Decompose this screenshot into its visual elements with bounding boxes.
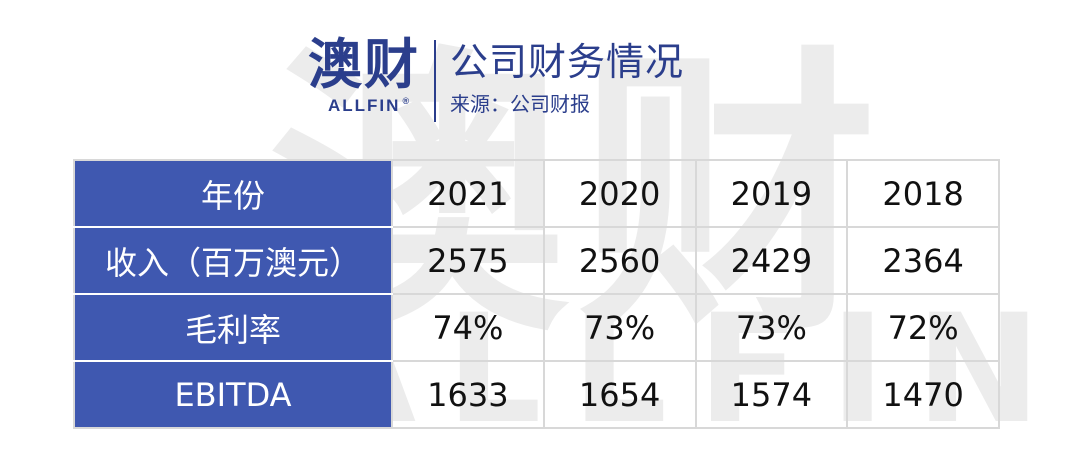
table-cell: 1470 xyxy=(846,360,1000,429)
table-cell: 1574 xyxy=(694,360,849,429)
logo-en-text: ALLFIN xyxy=(328,96,401,115)
row-label: 年份 xyxy=(73,159,393,228)
row-label: EBITDA xyxy=(73,360,393,429)
table-cell: 2364 xyxy=(846,226,1000,295)
table-cell: 2429 xyxy=(694,226,849,295)
page-title: 公司财务情况 xyxy=(450,40,685,84)
table-cell: 72% xyxy=(846,293,1000,362)
table-cell: 74% xyxy=(391,293,545,362)
header: 澳财 ALLFIN ® 公司财务情况 来源：公司财报 xyxy=(308,36,684,124)
source-note: 来源：公司财报 xyxy=(450,92,590,116)
row-label: 毛利率 xyxy=(73,293,393,362)
header-divider xyxy=(434,40,436,122)
logo-en: ALLFIN ® xyxy=(328,96,411,116)
financial-table: 年份 2021 2020 2019 2018 收入（百万澳元） 2575 256… xyxy=(73,159,1000,429)
table-cell: 1633 xyxy=(391,360,545,429)
table-cell: 2560 xyxy=(542,226,697,295)
table-cell: 1654 xyxy=(542,360,697,429)
table-cell: 73% xyxy=(542,293,697,362)
year-cell: 2020 xyxy=(542,159,697,228)
table-header-row: 年份 2021 2020 2019 2018 xyxy=(73,159,1000,228)
header-titles: 公司财务情况 来源：公司财报 xyxy=(450,36,684,118)
table-cell: 73% xyxy=(694,293,849,362)
table-row-ebitda: EBITDA 1633 1654 1574 1470 xyxy=(73,360,1000,429)
year-cell: 2018 xyxy=(846,159,1000,228)
year-cell: 2021 xyxy=(391,159,545,228)
row-label: 收入（百万澳元） xyxy=(73,226,393,295)
registered-mark: ® xyxy=(402,96,412,106)
table-row-gross-margin: 毛利率 74% 73% 73% 72% xyxy=(73,293,1000,362)
table-cell: 2575 xyxy=(391,226,545,295)
table-row-revenue: 收入（百万澳元） 2575 2560 2429 2364 xyxy=(73,226,1000,295)
year-cell: 2019 xyxy=(694,159,849,228)
logo: 澳财 ALLFIN ® xyxy=(308,36,420,116)
logo-cn: 澳财 xyxy=(308,33,420,96)
